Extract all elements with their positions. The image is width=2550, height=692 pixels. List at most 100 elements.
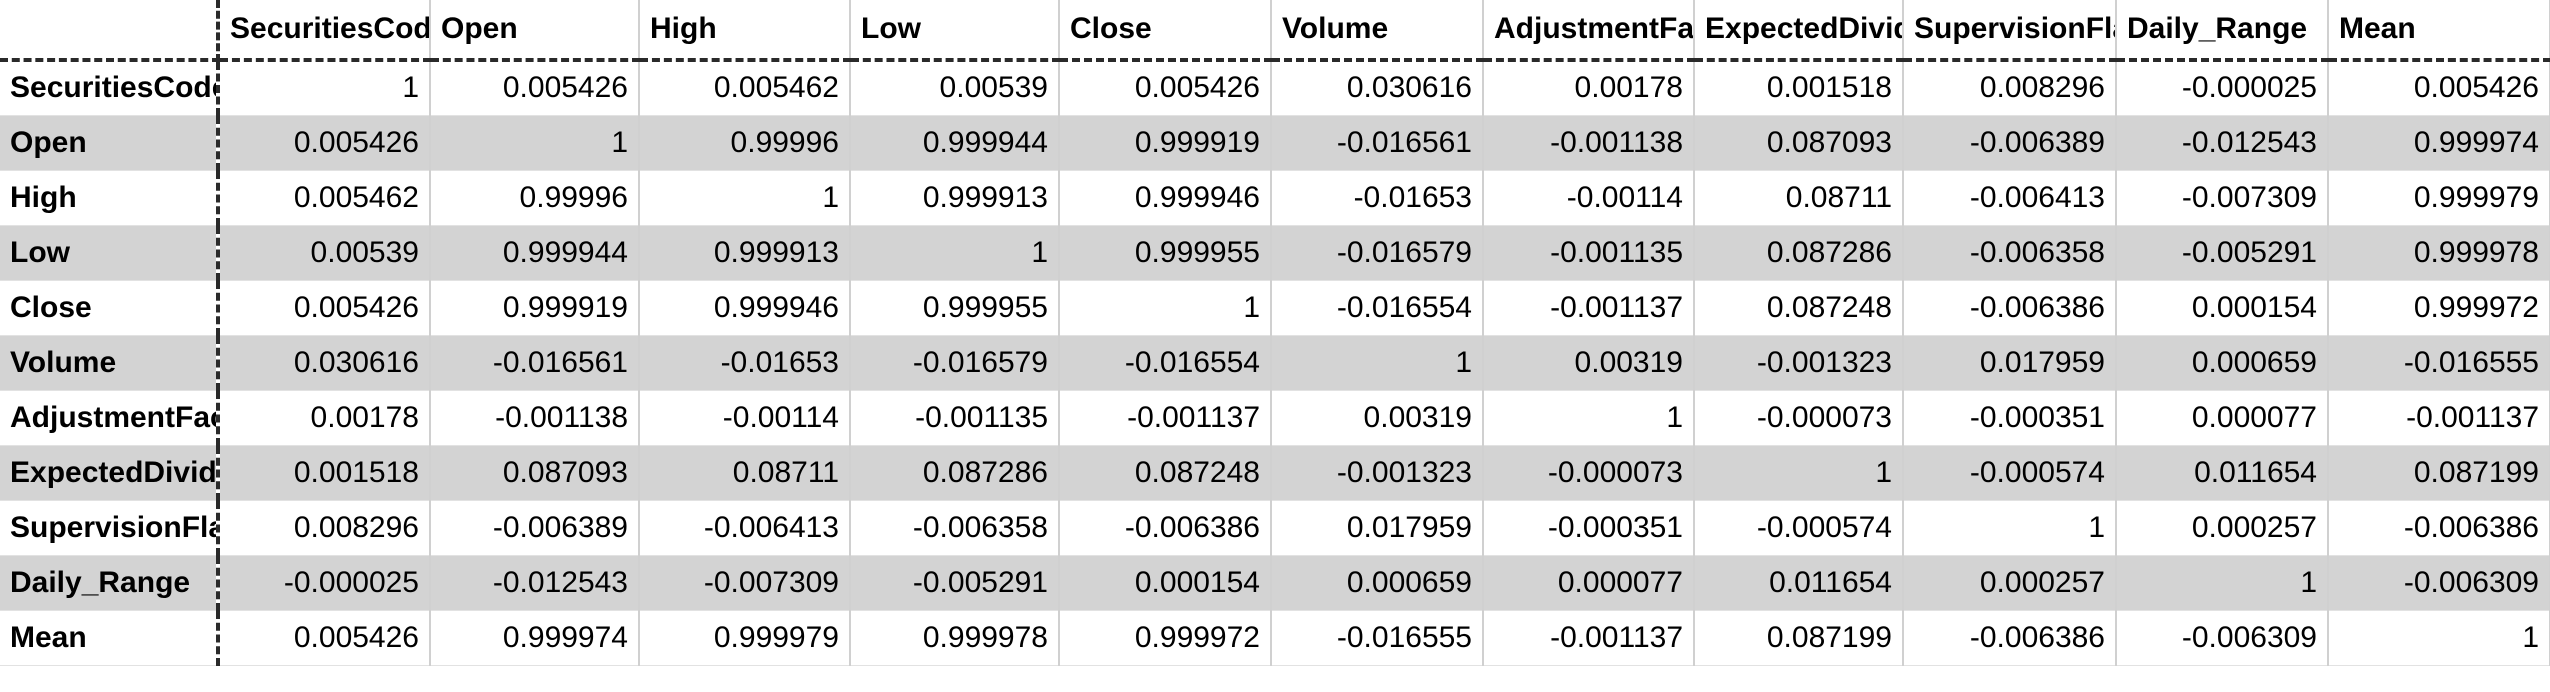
table-cell: 0.999955: [1059, 225, 1272, 281]
table-cell: -0.005291: [850, 555, 1060, 611]
table-cell: 0.00539: [218, 225, 431, 281]
table-cell: -0.001137: [1483, 610, 1695, 666]
table-cell: -0.006386: [2328, 500, 2550, 556]
table-cell: 0.000077: [1483, 555, 1695, 611]
table-cell: 0.001518: [1694, 60, 1904, 116]
table-row: Close 0.005426 0.999919 0.999946 0.999955 1 -0…: [0, 280, 2550, 336]
table-cell: -0.006309: [2116, 610, 2329, 666]
row-header: SupervisionFlag: [0, 500, 220, 556]
correlation-table: SecuritiesCode Open High Low Close Volum…: [0, 0, 2550, 666]
table-cell: 1: [2116, 555, 2329, 611]
table-cell: -0.000025: [218, 555, 431, 611]
row-header: Volume: [0, 335, 220, 391]
table-cell: 0.00539: [850, 60, 1060, 116]
table-cell: 0.99996: [430, 170, 640, 226]
table-cell: 0.087199: [2328, 445, 2550, 501]
table-cell: 1: [1483, 390, 1695, 446]
table-row: SupervisionFlag0.008296-0.006389-0.00641…: [0, 500, 2550, 556]
table-cell: -0.006358: [1903, 225, 2117, 281]
table-cell: 0.999978: [850, 610, 1060, 666]
table-cell: -0.001323: [1694, 335, 1904, 391]
table-cell: 0.000077: [2116, 390, 2329, 446]
table-cell: 0.999913: [639, 225, 851, 281]
table-cell: 0.000257: [1903, 555, 2117, 611]
table-cell: 0.00319: [1483, 335, 1695, 391]
table-cell: 0.087199: [1694, 610, 1904, 666]
table-cell: 0.08711: [639, 445, 851, 501]
table-cell: 0.087093: [430, 445, 640, 501]
table-cell: -0.000574: [1903, 445, 2117, 501]
table-cell: 0.999978: [2328, 225, 2550, 281]
table-cell: 1: [1694, 445, 1904, 501]
correlation-sheet: SecuritiesCode Open High Low Close Volum…: [0, 0, 2550, 666]
table-cell: -0.000025: [2116, 60, 2329, 116]
table-cell: -0.001138: [430, 390, 640, 446]
table-body: SecuritiesCode 1 0.005426 0.005462 0.00539 0.…: [0, 60, 2550, 666]
column-header: Volume: [1271, 0, 1484, 62]
table-cell: -0.006413: [1903, 170, 2117, 226]
table-cell: 0.999979: [639, 610, 851, 666]
table-cell: -0.016554: [1271, 280, 1484, 336]
column-header: Mean: [2328, 0, 2550, 62]
table-cell: -0.007309: [639, 555, 851, 611]
table-cell: -0.006413: [639, 500, 851, 556]
column-header: ExpectedDividend: [1694, 0, 1904, 62]
table-cell: -0.000351: [1903, 390, 2117, 446]
table-cell: -0.000574: [1694, 500, 1904, 556]
table-cell: -0.016554: [1059, 335, 1272, 391]
row-header: High: [0, 170, 220, 226]
table-cell: -0.006389: [1903, 115, 2117, 171]
table-cell: 1: [2328, 610, 2550, 666]
table-cell: 0.000659: [2116, 335, 2329, 391]
row-header: Mean: [0, 610, 220, 666]
row-header: Daily_Range: [0, 555, 220, 611]
corner-cell: [0, 0, 220, 62]
column-header: SupervisionFlag: [1903, 0, 2117, 62]
table-cell: 0.008296: [218, 500, 431, 556]
table-row: SecuritiesCode 1 0.005426 0.005462 0.00539 0.…: [0, 60, 2550, 116]
column-header: Low: [850, 0, 1060, 62]
table-cell: -0.01653: [1271, 170, 1484, 226]
table-cell: 0.001518: [218, 445, 431, 501]
table-cell: -0.006389: [430, 500, 640, 556]
table-cell: 1: [639, 170, 851, 226]
table-cell: -0.000351: [1483, 500, 1695, 556]
table-cell: 0.017959: [1271, 500, 1484, 556]
table-cell: -0.006309: [2328, 555, 2550, 611]
table-cell: 0.011654: [1694, 555, 1904, 611]
row-header: Low: [0, 225, 220, 281]
table-cell: 0.008296: [1903, 60, 2117, 116]
table-cell: 1: [1271, 335, 1484, 391]
table-cell: 0.005426: [1059, 60, 1272, 116]
table-cell: -0.006358: [850, 500, 1060, 556]
table-row: AdjustmentFactor0.00178-0.001138-0.00114…: [0, 390, 2550, 446]
table-cell: 0.999919: [1059, 115, 1272, 171]
table-cell: -0.016555: [1271, 610, 1484, 666]
table-cell: -0.001137: [1483, 280, 1695, 336]
table-cell: 0.005426: [218, 115, 431, 171]
table-cell: 0.005462: [639, 60, 851, 116]
row-header: ExpectedDividend: [0, 445, 220, 501]
table-cell: 0.000659: [1271, 555, 1484, 611]
table-cell: 0.999944: [850, 115, 1060, 171]
table-cell: 0.999944: [430, 225, 640, 281]
header-row: SecuritiesCode Open High Low Close Volum…: [0, 0, 2550, 62]
row-header: SecuritiesCode: [0, 60, 220, 116]
table-cell: -0.001138: [1483, 115, 1695, 171]
table-cell: 0.999955: [850, 280, 1060, 336]
table-cell: 0.005426: [218, 280, 431, 336]
table-row: Low 0.00539 0.999944 0.999913 1 0.999955 -0.01…: [0, 225, 2550, 281]
table-cell: -0.016579: [850, 335, 1060, 391]
column-header: Daily_Range: [2116, 0, 2329, 62]
table-cell: 0.999979: [2328, 170, 2550, 226]
table-cell: 0.005426: [430, 60, 640, 116]
table-cell: 0.08711: [1694, 170, 1904, 226]
table-cell: 0.017959: [1903, 335, 2117, 391]
table-cell: -0.00114: [1483, 170, 1695, 226]
table-cell: -0.000073: [1483, 445, 1695, 501]
table-cell: 0.999972: [1059, 610, 1272, 666]
table-cell: -0.001135: [850, 390, 1060, 446]
table-cell: 0.99996: [639, 115, 851, 171]
table-cell: 0.999974: [430, 610, 640, 666]
